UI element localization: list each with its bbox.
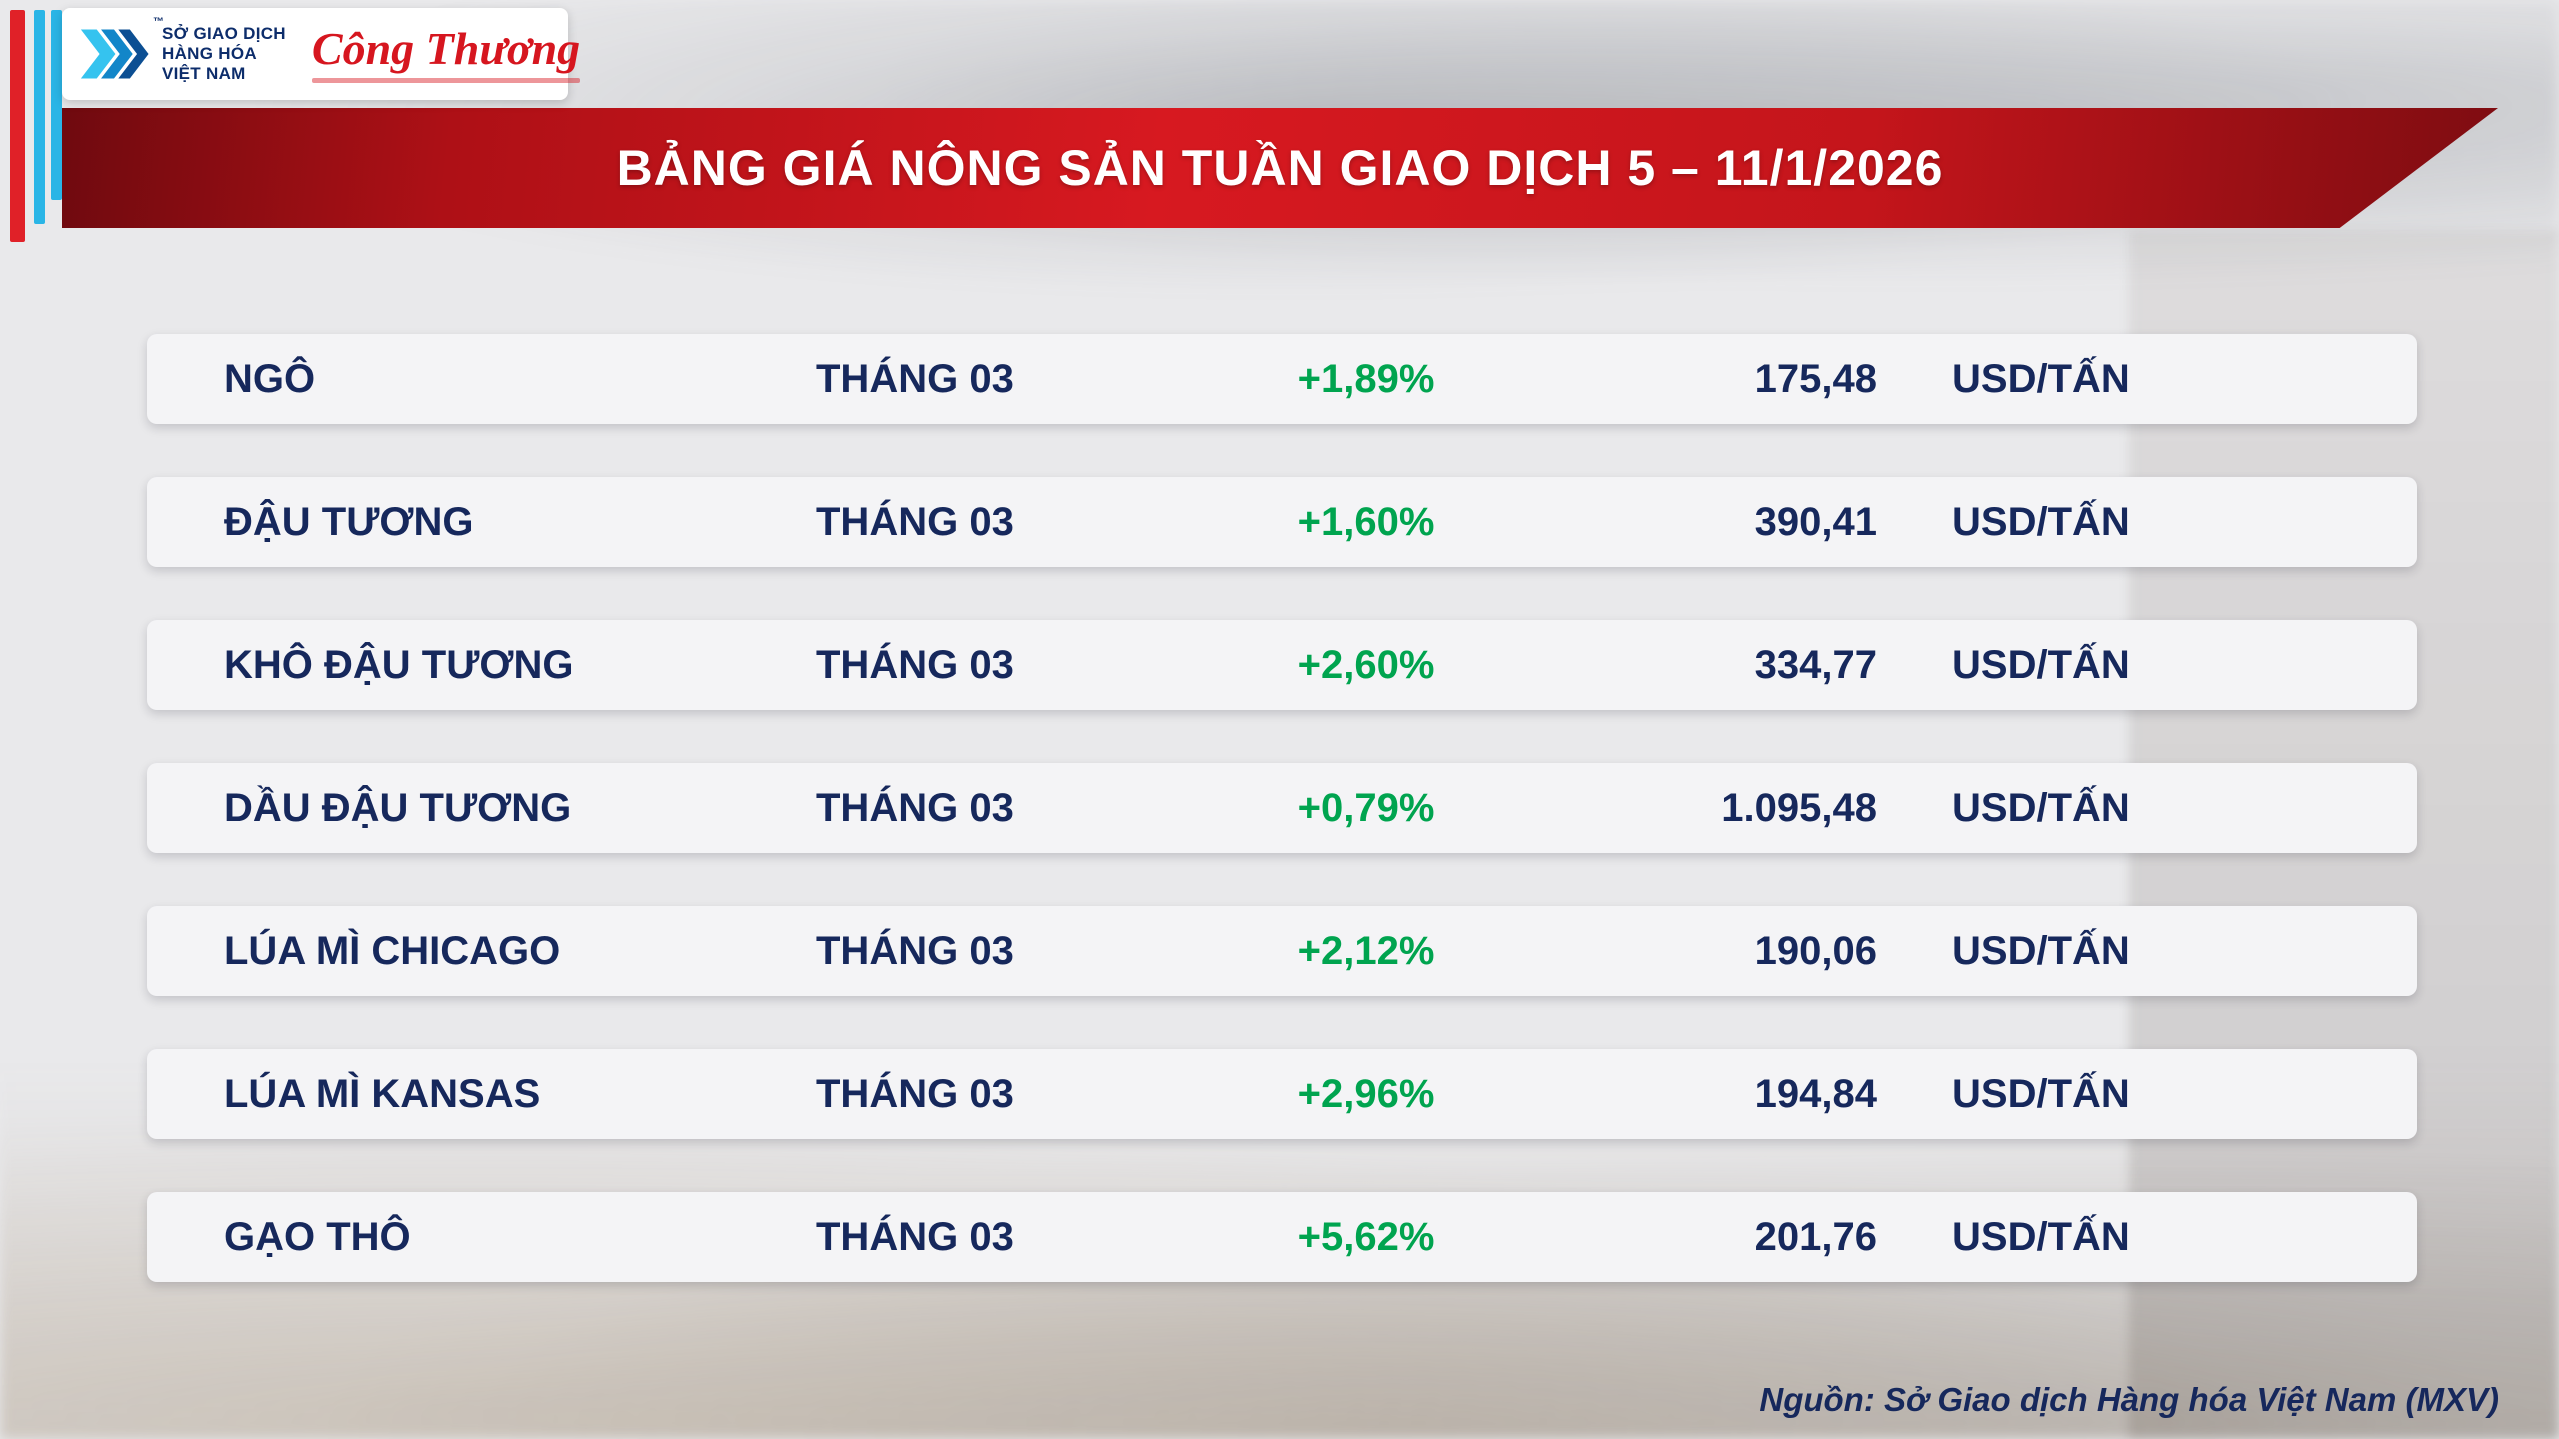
change-percent: +5,62% [1297, 1214, 1435, 1259]
table-row-lua-mi-kansas: LÚA MÌ KANSAS THÁNG 03 +2,96% 194,84 USD… [147, 1049, 2417, 1139]
price-unit: USD/TẤN [1952, 1214, 2130, 1259]
change-percent: +2,60% [1297, 642, 1435, 687]
title-banner: BẢNG GIÁ NÔNG SẢN TUẦN GIAO DỊCH 5 – 11/… [62, 108, 2498, 228]
mxv-wordmark: SỞ GIAO DỊCH HÀNG HÓA VIỆT NAM [162, 24, 286, 84]
mxv-wordmark-line1: SỞ GIAO DỊCH [162, 23, 286, 43]
commodity-name: LÚA MÌ CHICAGO [224, 928, 561, 973]
congthuong-tagline-bar [311, 77, 581, 83]
commodity-name: GẠO THÔ [224, 1214, 411, 1259]
change-percent: +2,96% [1297, 1071, 1435, 1116]
change-percent: +0,79% [1297, 785, 1435, 830]
page-title: BẢNG GIÁ NÔNG SẢN TUẦN GIAO DỊCH 5 – 11/… [616, 140, 1944, 196]
table-row-gao-tho: GẠO THÔ THÁNG 03 +5,62% 201,76 USD/TẤN [147, 1192, 2417, 1282]
table-row-dau-tuong: ĐẬU TƯƠNG THÁNG 03 +1,60% 390,41 USD/TẤN [147, 477, 2417, 567]
price-value: 1.095,48 [1721, 785, 1877, 830]
price-unit: USD/TẤN [1952, 356, 2130, 401]
header-logo-box: ™ SỞ GIAO DỊCH HÀNG HÓA VIỆT NAM Công Th… [62, 8, 581, 100]
table-row-kho-dau-tuong: KHÔ ĐẬU TƯƠNG THÁNG 03 +2,60% 334,77 USD… [147, 620, 2417, 710]
mxv-trademark: ™ [153, 16, 164, 28]
price-value: 194,84 [1754, 1071, 1877, 1116]
contract-month: THÁNG 03 [816, 1214, 1014, 1259]
price-unit: USD/TẤN [1952, 1071, 2130, 1116]
contract-month: THÁNG 03 [816, 499, 1014, 544]
price-value: 390,41 [1754, 499, 1877, 544]
commodity-name: NGÔ [224, 356, 316, 401]
congthuong-logo: Công Thương [311, 22, 581, 83]
mxv-logo: ™ [78, 16, 164, 90]
contract-month: THÁNG 03 [816, 642, 1014, 687]
price-value: 190,06 [1754, 928, 1877, 973]
left-red-stripe [10, 10, 25, 242]
price-value: 175,48 [1754, 356, 1877, 401]
commodity-name: ĐẬU TƯƠNG [224, 499, 474, 544]
table-row-dau-dau-tuong: DẦU ĐẬU TƯƠNG THÁNG 03 +0,79% 1.095,48 U… [147, 763, 2417, 853]
left-cyan-stripe-2 [51, 10, 62, 200]
price-value: 201,76 [1754, 1214, 1877, 1259]
commodity-name: LÚA MÌ KANSAS [224, 1071, 541, 1116]
change-percent: +1,60% [1297, 499, 1435, 544]
price-unit: USD/TẤN [1952, 785, 2130, 830]
mxv-wordmark-line2: HÀNG HÓA [162, 43, 257, 63]
left-cyan-stripe-1 [34, 10, 45, 224]
commodity-name: DẦU ĐẬU TƯƠNG [224, 785, 572, 830]
contract-month: THÁNG 03 [816, 356, 1014, 401]
price-value: 334,77 [1754, 642, 1877, 687]
mxv-wordmark-line3: VIỆT NAM [162, 64, 246, 84]
price-unit: USD/TẤN [1952, 499, 2130, 544]
contract-month: THÁNG 03 [816, 1071, 1014, 1116]
table-row-lua-mi-chicago: LÚA MÌ CHICAGO THÁNG 03 +2,12% 190,06 US… [147, 906, 2417, 996]
contract-month: THÁNG 03 [816, 785, 1014, 830]
commodity-name: KHÔ ĐẬU TƯƠNG [224, 642, 574, 687]
congthuong-wordmark: Công Thương [311, 22, 581, 74]
contract-month: THÁNG 03 [816, 928, 1014, 973]
table-row-ngo: NGÔ THÁNG 03 +1,89% 175,48 USD/TẤN [147, 334, 2417, 424]
mxv-chevrons-icon [80, 29, 149, 79]
price-unit: USD/TẤN [1952, 928, 2130, 973]
change-percent: +2,12% [1297, 928, 1435, 973]
source-note: Nguồn: Sở Giao dịch Hàng hóa Việt Nam (M… [1759, 1381, 2499, 1418]
price-table: NGÔ THÁNG 03 +1,89% 175,48 USD/TẤN ĐẬU T… [147, 334, 2417, 1335]
price-unit: USD/TẤN [1952, 642, 2130, 687]
change-percent: +1,89% [1297, 356, 1435, 401]
